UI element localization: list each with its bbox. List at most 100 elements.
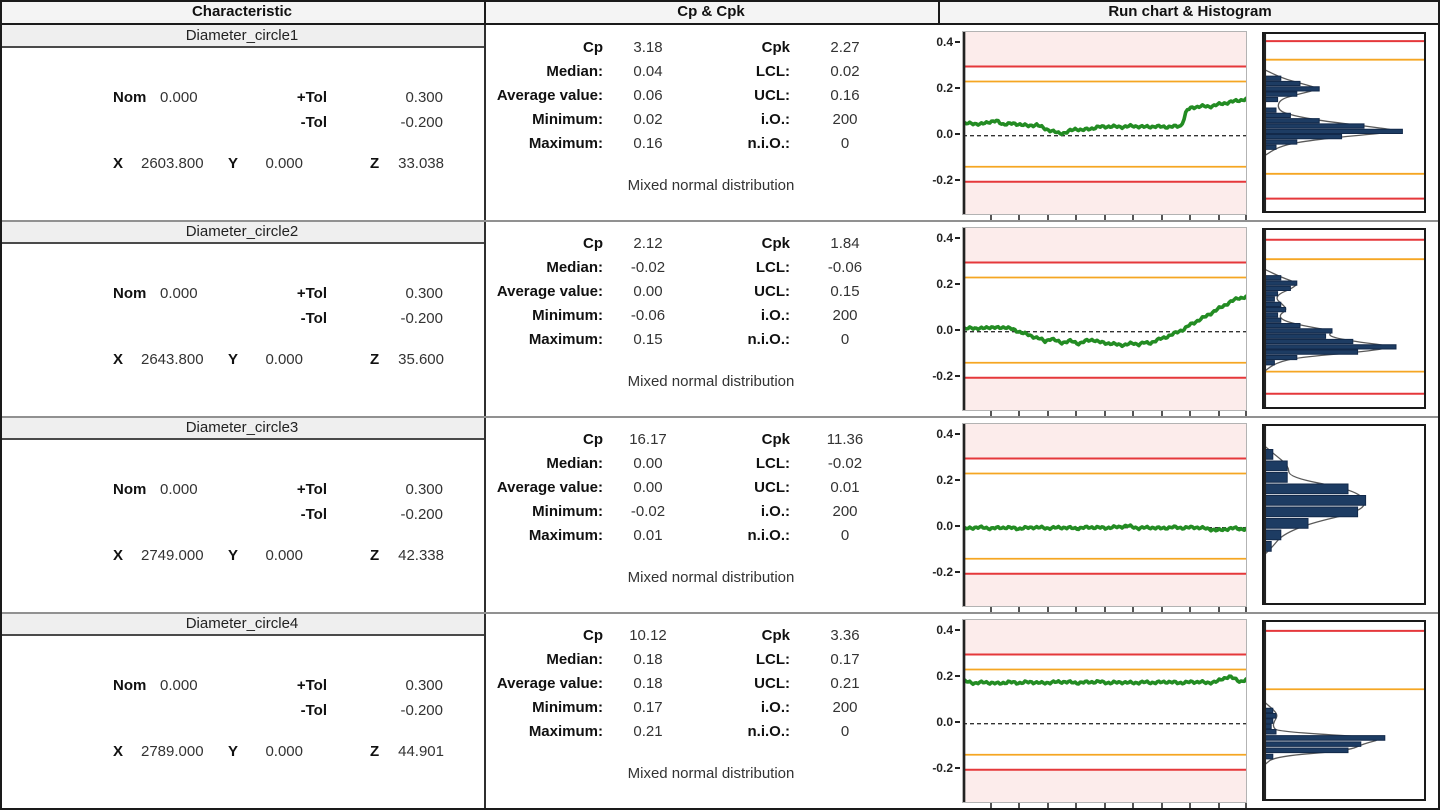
x-tick xyxy=(1103,215,1106,220)
nom-label: Nom xyxy=(113,677,147,694)
x-value: 2603.800 xyxy=(141,155,204,172)
avg-value: 0.18 xyxy=(633,675,663,692)
min-label: Minimum: xyxy=(532,307,603,324)
ucl-value: 0.15 xyxy=(830,283,860,300)
distribution-text: Mixed normal distribution xyxy=(627,765,795,782)
run-chart-x-axis xyxy=(962,607,1247,614)
run-chart xyxy=(962,227,1247,411)
row-divider xyxy=(0,220,1440,222)
cpk-value: 2.27 xyxy=(830,39,860,56)
avg-label: Average value: xyxy=(496,283,603,300)
lcl-label: LCL: xyxy=(755,455,790,472)
y-tick-label: 0.2 xyxy=(936,277,960,291)
x-tick xyxy=(1217,411,1220,416)
io-value: 200 xyxy=(832,307,858,324)
x-label: X xyxy=(113,743,124,760)
run-chart-x-axis xyxy=(962,411,1247,418)
ucl-label: UCL: xyxy=(754,87,790,104)
characteristic-title: Diameter_circle1 xyxy=(0,25,484,48)
x-label: X xyxy=(113,547,124,564)
header-divider xyxy=(484,0,486,23)
z-label: Z xyxy=(370,351,380,368)
y-tick-label: 0.4 xyxy=(936,623,960,637)
mtol-value: -0.200 xyxy=(400,310,443,327)
max-value: 0.16 xyxy=(633,135,663,152)
nio-value: 0 xyxy=(840,135,850,152)
avg-value: 0.00 xyxy=(633,283,663,300)
median-value: 0.00 xyxy=(633,455,663,472)
y-value: 0.000 xyxy=(265,155,303,172)
mtol-label: -Tol xyxy=(300,506,327,523)
x-tick xyxy=(1103,607,1106,612)
z-label: Z xyxy=(370,547,380,564)
max-label: Maximum: xyxy=(528,527,603,544)
distribution-text: Mixed normal distribution xyxy=(627,569,795,586)
z-value: 33.038 xyxy=(398,155,444,172)
ptol-value: 0.300 xyxy=(405,481,443,498)
nio-label: n.i.O.: xyxy=(747,723,791,740)
avg-value: 0.06 xyxy=(633,87,663,104)
median-label: Median: xyxy=(546,455,603,472)
ucl-label: UCL: xyxy=(754,675,790,692)
x-tick xyxy=(1132,607,1134,612)
z-value: 42.338 xyxy=(398,547,444,564)
cp-value: 10.12 xyxy=(629,627,667,644)
median-value: -0.02 xyxy=(630,259,666,276)
ptol-label: +Tol xyxy=(296,677,327,694)
min-value: 0.17 xyxy=(633,699,663,716)
x-tick xyxy=(1103,411,1106,416)
io-label: i.O.: xyxy=(760,699,790,716)
y-tick-label: 0.2 xyxy=(936,81,960,95)
characteristic-row-1: Diameter_circle1 Nom 0.000 +Tol 0.300 -T… xyxy=(0,25,1440,221)
characteristic-title: Diameter_circle3 xyxy=(0,417,484,440)
lcl-label: LCL: xyxy=(755,63,790,80)
x-tick xyxy=(1046,607,1049,612)
lcl-value: -0.06 xyxy=(827,259,863,276)
cpk-label: Cpk xyxy=(761,627,790,644)
y-value: 0.000 xyxy=(265,547,303,564)
x-tick xyxy=(1217,215,1220,220)
max-value: 0.15 xyxy=(633,331,663,348)
run-chart-x-axis xyxy=(962,215,1247,222)
y-tick-label: -0.2 xyxy=(932,761,960,775)
y-label: Y xyxy=(228,155,239,172)
table-header: Characteristic Cp & Cpk Run chart & Hist… xyxy=(0,0,1440,25)
io-label: i.O.: xyxy=(760,503,790,520)
x-tick xyxy=(1160,607,1163,612)
nom-value: 0.000 xyxy=(160,89,198,106)
nio-value: 0 xyxy=(840,527,850,544)
header-run-histogram: Run chart & Histogram xyxy=(1108,3,1272,20)
x-tick xyxy=(989,803,992,808)
y-value: 0.000 xyxy=(265,351,303,368)
max-value: 0.01 xyxy=(633,527,663,544)
cp-value: 3.18 xyxy=(633,39,663,56)
mtol-label: -Tol xyxy=(300,114,327,131)
y-label: Y xyxy=(228,743,239,760)
cpk-value: 11.36 xyxy=(826,431,864,448)
run-chart-x-axis xyxy=(962,803,1247,810)
cpk-label: Cpk xyxy=(761,39,790,56)
characteristic-row-3: Diameter_circle3 Nom 0.000 +Tol 0.300 -T… xyxy=(0,417,1440,613)
io-label: i.O.: xyxy=(760,307,790,324)
row-divider xyxy=(0,612,1440,614)
row-divider xyxy=(0,416,1440,418)
z-label: Z xyxy=(370,155,380,172)
x-tick xyxy=(1018,411,1020,416)
characteristic-title: Diameter_circle4 xyxy=(0,613,484,636)
io-label: i.O.: xyxy=(760,111,790,128)
x-tick xyxy=(1046,215,1049,220)
avg-label: Average value: xyxy=(496,479,603,496)
mtol-value: -0.200 xyxy=(400,506,443,523)
run-chart xyxy=(962,423,1247,607)
run-chart xyxy=(962,619,1247,803)
nio-value: 0 xyxy=(840,331,850,348)
y-tick-label: -0.2 xyxy=(932,173,960,187)
max-label: Maximum: xyxy=(528,331,603,348)
avg-label: Average value: xyxy=(496,675,603,692)
y-tick-label: 0.2 xyxy=(936,669,960,683)
y-tick-label: 0.0 xyxy=(936,519,960,533)
nio-value: 0 xyxy=(840,723,850,740)
cpk-label: Cpk xyxy=(761,431,790,448)
z-label: Z xyxy=(370,743,380,760)
nom-value: 0.000 xyxy=(160,481,198,498)
